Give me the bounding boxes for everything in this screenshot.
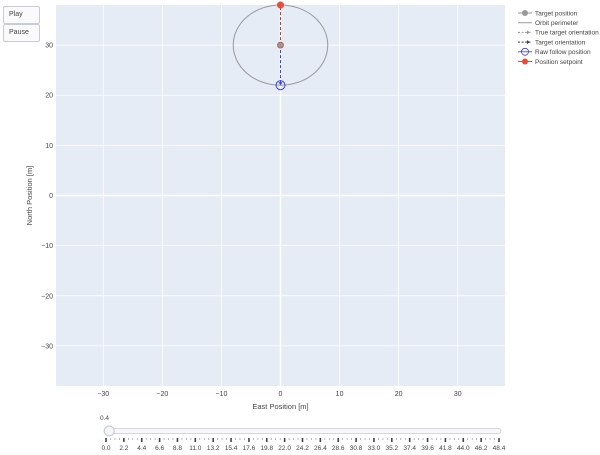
slider-tick-label: 4.4 [137, 445, 146, 452]
slider-current-value: 0.4 [100, 415, 109, 422]
slider-tick-label: 28.6 [332, 445, 345, 452]
y-tick-label: 20 [45, 93, 53, 100]
slider-tick-label: 48.4 [493, 445, 506, 452]
pause-button[interactable]: Pause [3, 24, 40, 42]
slider-tick-label: 19.8 [260, 445, 273, 452]
time-slider[interactable]: 0.4 0.0 2.2 4.4 6.6 8.8 11.0 13.2 15.4 17.6 19.8 22… [100, 415, 506, 452]
slider-tick-label: 17.6 [243, 445, 256, 452]
slider-tick-label: 46.2 [475, 445, 488, 452]
slider-tick-label: 11.0 [189, 445, 202, 452]
slider-tick-label: 41.8 [439, 445, 452, 452]
slider-tick-label: 8.8 [173, 445, 182, 452]
slider-track [103, 428, 502, 434]
legend-label: Target position [535, 10, 578, 17]
slider-tick-label: 15.4 [225, 445, 238, 452]
legend-marker [527, 40, 530, 45]
x-tick-label: 30 [454, 391, 462, 398]
slider-tick-label: 13.2 [207, 445, 220, 452]
x-tick-label: 10 [336, 391, 344, 398]
legend-item[interactable]: Orbit perimeter [518, 20, 579, 27]
slider-tick-label: 26.4 [314, 445, 327, 452]
slider-tick-label: 39.6 [421, 445, 434, 452]
x-tick-label: −30 [97, 391, 109, 398]
x-tick-label: 0 [279, 391, 283, 398]
raw-follow-position-marker [275, 80, 286, 91]
y-tick-labels: −30 −20 −10 0 10 20 30 [41, 43, 53, 351]
y-tick-label: 30 [45, 43, 53, 50]
slider-handle[interactable] [103, 425, 115, 437]
target-orientation-arrowhead [278, 82, 283, 86]
slider-tick-label: 6.6 [155, 445, 164, 452]
y-axis-title: North Position [m] [25, 166, 34, 226]
x-axis-title: East Position [m] [252, 402, 308, 411]
position-setpoint-marker [277, 1, 284, 9]
slider-tick-label: 44.0 [457, 445, 470, 452]
legend-item[interactable]: Position setpoint [518, 58, 583, 66]
legend-marker [527, 30, 530, 35]
legend-label: Orbit perimeter [535, 20, 579, 27]
grid [56, 5, 505, 386]
y-tick-label: −20 [41, 293, 53, 300]
legend-marker [521, 47, 529, 56]
legend-label: Target orientation [535, 39, 586, 46]
y-tick-label: 0 [49, 193, 53, 200]
legend-label: Position setpoint [535, 59, 583, 66]
slider-tick-label: 30.8 [350, 445, 363, 452]
y-tick-label: 10 [45, 143, 53, 150]
chart-marks [232, 1, 329, 91]
x-tick-label: 20 [395, 391, 403, 398]
target-position-marker [277, 41, 284, 49]
legend-item[interactable]: Target orientation [518, 39, 586, 46]
slider-tick-label: 24.2 [296, 445, 309, 452]
legend-label: Raw follow position [535, 49, 591, 56]
slider-tick-label: 33.0 [368, 445, 381, 452]
legend-marker [522, 58, 528, 65]
x-tick-labels: −30 −20 −10 0 10 20 30 [97, 391, 461, 398]
legend[interactable]: Target position Orbit perimeter True targe… [518, 10, 599, 66]
slider-tick-label: 2.2 [119, 445, 128, 452]
legend-item[interactable]: Raw follow position [518, 47, 591, 56]
slider-tick-label: 22.0 [278, 445, 291, 452]
y-tick-label: −30 [41, 343, 53, 350]
x-tick-label: −10 [215, 391, 227, 398]
slider-tick-label: 37.4 [403, 445, 416, 452]
legend-marker [522, 10, 528, 16]
legend-item[interactable]: True target orientation [518, 30, 599, 37]
slider-tick-label: 35.2 [385, 445, 398, 452]
legend-item[interactable]: Target position [518, 10, 578, 17]
x-tick-label: −20 [156, 391, 168, 398]
y-tick-label: −10 [41, 243, 53, 250]
play-button[interactable]: Play [3, 6, 40, 24]
legend-label: True target orientation [535, 30, 599, 37]
slider-tick-label: 0.0 [101, 445, 110, 452]
